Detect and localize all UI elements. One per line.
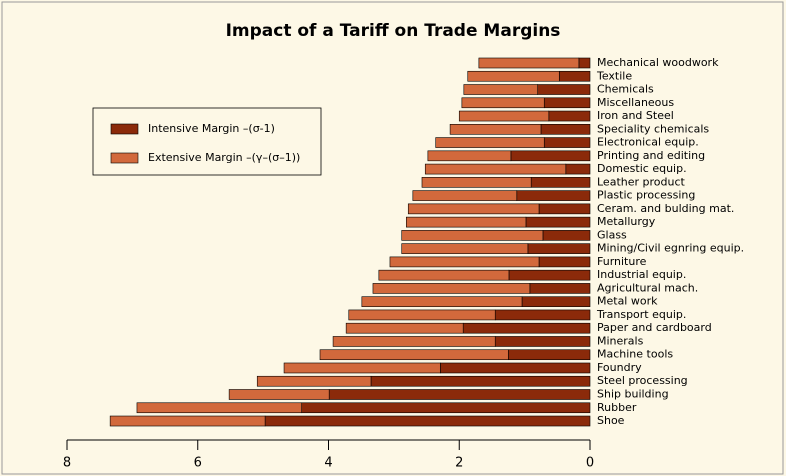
bar-segment (461, 97, 545, 109)
bar-segment (301, 402, 591, 414)
legend-label: Intensive Margin –(σ-1) (148, 122, 275, 135)
bar-segment (578, 57, 591, 69)
category-label: Rubber (597, 401, 637, 414)
bar-segment (407, 203, 540, 215)
bar-segment (401, 243, 529, 254)
bar-segment (361, 296, 523, 307)
category-label: Minerals (597, 334, 644, 347)
bar-segment (537, 84, 591, 95)
x-tick-label: 0 (586, 456, 594, 471)
chart-title: Impact of a Tariff on Trade Margins (226, 21, 561, 41)
category-label: Ship building (597, 388, 669, 401)
legend-box (92, 107, 322, 176)
legend-swatch (110, 123, 139, 135)
category-label: Paper and cardboard (597, 321, 712, 334)
category-label: Printing and editing (597, 149, 705, 162)
bar-segment (543, 97, 591, 109)
legend-label: Extensive Margin –(γ–(σ–1)) (148, 151, 300, 164)
bar-segment (494, 309, 591, 321)
bar-segment (458, 110, 550, 122)
bar-segment (527, 243, 591, 254)
category-label: Textile (596, 69, 632, 82)
bar-segment (328, 389, 591, 400)
bar-segment (510, 150, 591, 162)
x-tick-label: 4 (324, 456, 332, 471)
bar-segment (538, 256, 591, 268)
bar-segment (332, 336, 496, 347)
bar-segment (370, 375, 591, 387)
bar-segment (412, 190, 518, 201)
bar-segment (463, 84, 539, 95)
bar-segment (540, 124, 591, 135)
category-label: Metal work (597, 295, 658, 308)
bar-segment (462, 322, 591, 334)
category-label: Miscellaneous (597, 96, 674, 109)
x-tick-label: 6 (194, 456, 202, 471)
legend-swatch (110, 152, 139, 164)
category-label: Chemicals (597, 83, 654, 96)
category-label: Mining/Civil egnring equip. (597, 242, 744, 255)
bar-segment (424, 163, 567, 175)
category-label: Glass (597, 228, 627, 241)
category-label: Plastic processing (597, 189, 695, 202)
bar-segment (136, 402, 302, 414)
bar-segment (530, 177, 591, 188)
category-label: Mechanical woodwork (597, 56, 719, 69)
bar-segment (427, 150, 512, 162)
bar-segment (435, 137, 545, 148)
category-label: Ceram. and bulding mat. (597, 202, 734, 215)
category-label: Steel processing (597, 374, 688, 387)
bar-segment (548, 110, 591, 122)
x-tick-label: 8 (63, 456, 71, 471)
bar-segment (421, 177, 532, 188)
bar-segment (372, 283, 531, 294)
bar-segment (538, 203, 591, 215)
category-label: Industrial equip. (597, 268, 686, 281)
category-label: Furniture (597, 255, 647, 268)
bar-segment (467, 70, 560, 82)
bar-segment (264, 415, 591, 427)
category-label: Transport equip. (596, 308, 686, 321)
bar-segment (521, 296, 591, 307)
category-label: Speciality chemicals (597, 122, 709, 135)
category-label: Shoe (597, 414, 625, 427)
bar-segment (516, 190, 591, 201)
bar-segment (558, 70, 591, 82)
x-tick-label: 2 (455, 456, 463, 471)
bar-segment (449, 124, 542, 135)
bar-segment (542, 230, 591, 241)
bar-segment (345, 322, 464, 334)
category-label: Agricultural mach. (597, 281, 698, 294)
category-label: Domestic equip. (597, 162, 687, 175)
bar-segment (378, 269, 510, 281)
bar-segment (508, 269, 591, 281)
category-label: Leather product (597, 175, 686, 188)
category-label: Machine tools (597, 348, 673, 361)
category-label: Iron and Steel (597, 109, 674, 122)
bar-segment (529, 283, 591, 294)
bar-segment (348, 309, 496, 321)
bar-segment (439, 362, 591, 374)
bar-segment (228, 389, 330, 400)
bar-segment (256, 375, 372, 387)
bar-segment (389, 256, 540, 268)
bar-segment (494, 336, 591, 347)
category-label: Foundry (597, 361, 642, 374)
category-label: Electronical equip. (597, 136, 699, 149)
bar-segment (525, 216, 591, 228)
bar-segment (319, 349, 509, 361)
bar-segment (565, 163, 591, 175)
bar-segment (507, 349, 591, 361)
bar-segment (109, 415, 266, 427)
category-label: Metallurgy (597, 215, 656, 228)
bar-segment (283, 362, 441, 374)
bar-segment (478, 57, 580, 69)
bar-segment (543, 137, 591, 148)
bar-segment (405, 216, 527, 228)
bar-segment (401, 230, 544, 241)
